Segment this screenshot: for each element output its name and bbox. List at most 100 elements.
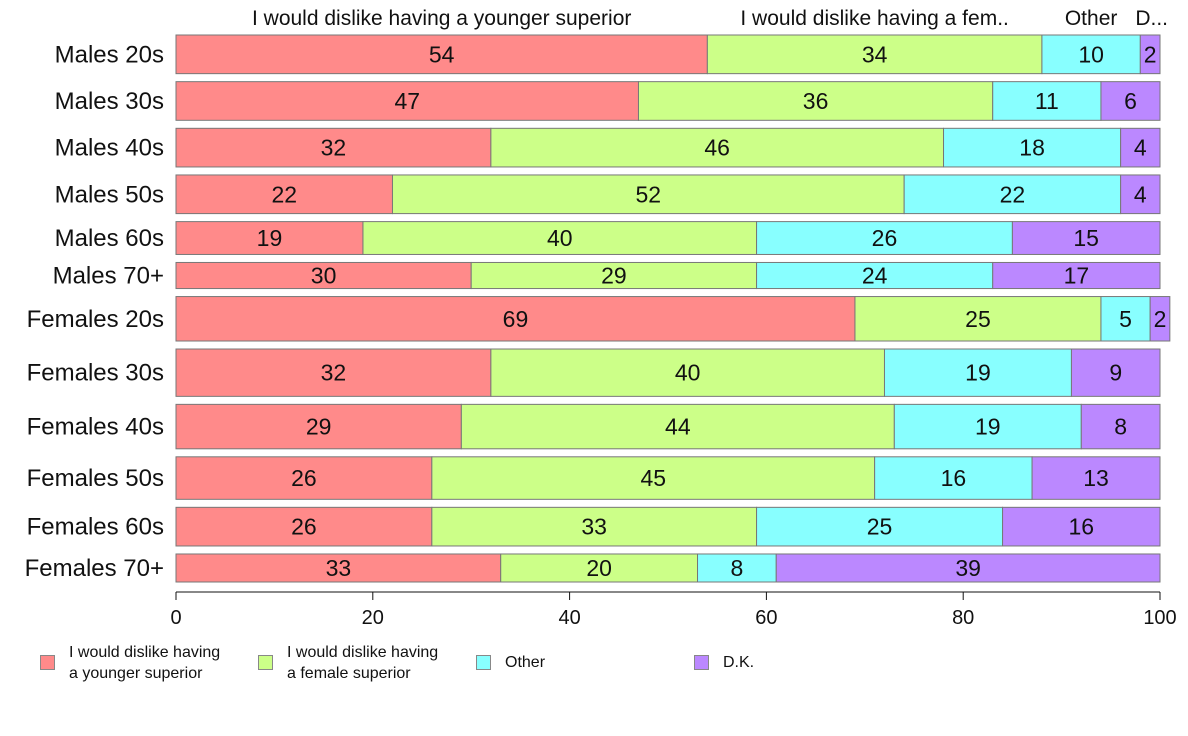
data-label: 16 xyxy=(1068,514,1094,540)
legend-item: D.K. xyxy=(694,642,754,673)
legend-label: Other xyxy=(505,654,546,671)
category-label: Females 20s xyxy=(27,306,164,333)
bar-segment xyxy=(697,553,777,583)
data-label: 20 xyxy=(586,555,612,581)
series-header-label: I would dislike having a younger superio… xyxy=(252,7,631,30)
category-label: Females 60s xyxy=(27,514,164,541)
bar-segment xyxy=(756,261,994,290)
bar-segment xyxy=(1100,81,1161,121)
legend-label: D.K. xyxy=(723,654,755,671)
x-tick-label: 20 xyxy=(362,607,384,629)
category-label: Females 70+ xyxy=(25,555,164,582)
data-label: 10 xyxy=(1078,41,1104,67)
bar-segment xyxy=(756,221,1013,255)
category-label: Females 30s xyxy=(27,360,164,387)
data-label: 17 xyxy=(1064,263,1090,289)
bar-segment xyxy=(1149,296,1171,342)
bar-segment xyxy=(175,127,492,168)
category-label: Males 60s xyxy=(55,225,164,252)
category-label: Males 40s xyxy=(55,135,164,162)
data-label: 4 xyxy=(1134,181,1147,207)
data-label: 2 xyxy=(1144,41,1157,67)
data-label: 26 xyxy=(291,514,317,540)
bar-segment xyxy=(1139,34,1161,75)
bar-segment xyxy=(175,81,639,121)
data-label: 24 xyxy=(862,263,888,289)
data-label: 25 xyxy=(867,514,893,540)
x-tick-label: 100 xyxy=(1143,607,1176,629)
category-label: Males 30s xyxy=(55,88,164,115)
data-label: 13 xyxy=(1083,465,1109,491)
data-label: 19 xyxy=(965,360,991,386)
data-label: 6 xyxy=(1124,88,1137,114)
data-label: 22 xyxy=(1000,181,1026,207)
legend-item: Other xyxy=(476,642,545,673)
bar-segment xyxy=(874,456,1033,500)
bar-segment xyxy=(391,174,905,215)
bar-segment xyxy=(943,127,1122,168)
data-label: 8 xyxy=(730,555,743,581)
data-label: 46 xyxy=(704,135,730,161)
bar-segment xyxy=(175,348,492,397)
series-header-label: D... xyxy=(1135,7,1168,30)
bar-segment xyxy=(175,403,462,450)
bar-segment xyxy=(175,174,393,215)
category-label: Males 20s xyxy=(55,41,164,68)
bar-segment xyxy=(470,261,758,290)
bar-segment xyxy=(175,34,708,75)
data-label: 40 xyxy=(675,360,701,386)
bar-segment xyxy=(1120,174,1161,215)
bar-segment xyxy=(490,127,945,168)
x-tick-label: 0 xyxy=(170,607,181,629)
data-label: 40 xyxy=(547,225,573,251)
bar-segment xyxy=(992,261,1161,290)
x-tick-label: 40 xyxy=(558,607,580,629)
bar-segment xyxy=(1120,127,1161,168)
legend-swatch xyxy=(476,655,491,670)
data-label: 69 xyxy=(503,306,529,332)
bar-segment xyxy=(637,81,994,121)
bar-segment xyxy=(883,348,1072,397)
bar-segment xyxy=(1070,348,1161,397)
data-label: 32 xyxy=(321,360,347,386)
data-label: 19 xyxy=(975,414,1001,440)
bar-segment xyxy=(175,553,502,583)
data-label: 33 xyxy=(581,514,607,540)
legend: I would dislike having a younger superio… xyxy=(40,642,1140,692)
legend-swatch xyxy=(258,655,273,670)
bar-segment xyxy=(175,456,433,500)
bar-segment xyxy=(706,34,1043,75)
series-header-label: I would dislike having a fem.. xyxy=(740,7,1008,30)
data-label: 52 xyxy=(636,181,662,207)
legend-label: I would dislike having a younger superio… xyxy=(69,644,221,682)
bar-segment xyxy=(893,403,1082,450)
data-label: 26 xyxy=(872,225,898,251)
bar-segment xyxy=(1041,34,1141,75)
data-label: 29 xyxy=(601,263,627,289)
bar-segment xyxy=(460,403,895,450)
legend-item: I would dislike having a female superior xyxy=(258,642,438,684)
bar-segment xyxy=(903,174,1122,215)
data-label: 2 xyxy=(1154,306,1167,332)
data-label: 5 xyxy=(1119,306,1132,332)
legend-label: I would dislike having a female superior xyxy=(287,644,439,682)
bar-segment xyxy=(1100,296,1151,342)
data-label: 25 xyxy=(965,306,991,332)
bar-segment xyxy=(490,348,885,397)
bar-segment xyxy=(362,221,758,255)
data-label: 22 xyxy=(271,181,297,207)
legend-item: I would dislike having a younger superio… xyxy=(40,642,220,684)
data-label: 26 xyxy=(291,465,317,491)
data-label: 54 xyxy=(429,41,455,67)
data-label: 9 xyxy=(1109,360,1122,386)
legend-swatch xyxy=(40,655,55,670)
data-label: 47 xyxy=(394,88,420,114)
bar-segment xyxy=(775,553,1161,583)
data-label: 45 xyxy=(640,465,666,491)
data-label: 34 xyxy=(862,41,888,67)
data-label: 19 xyxy=(257,225,283,251)
bar-segment xyxy=(431,456,876,500)
data-label: 11 xyxy=(1035,88,1059,114)
data-label: 16 xyxy=(941,465,967,491)
